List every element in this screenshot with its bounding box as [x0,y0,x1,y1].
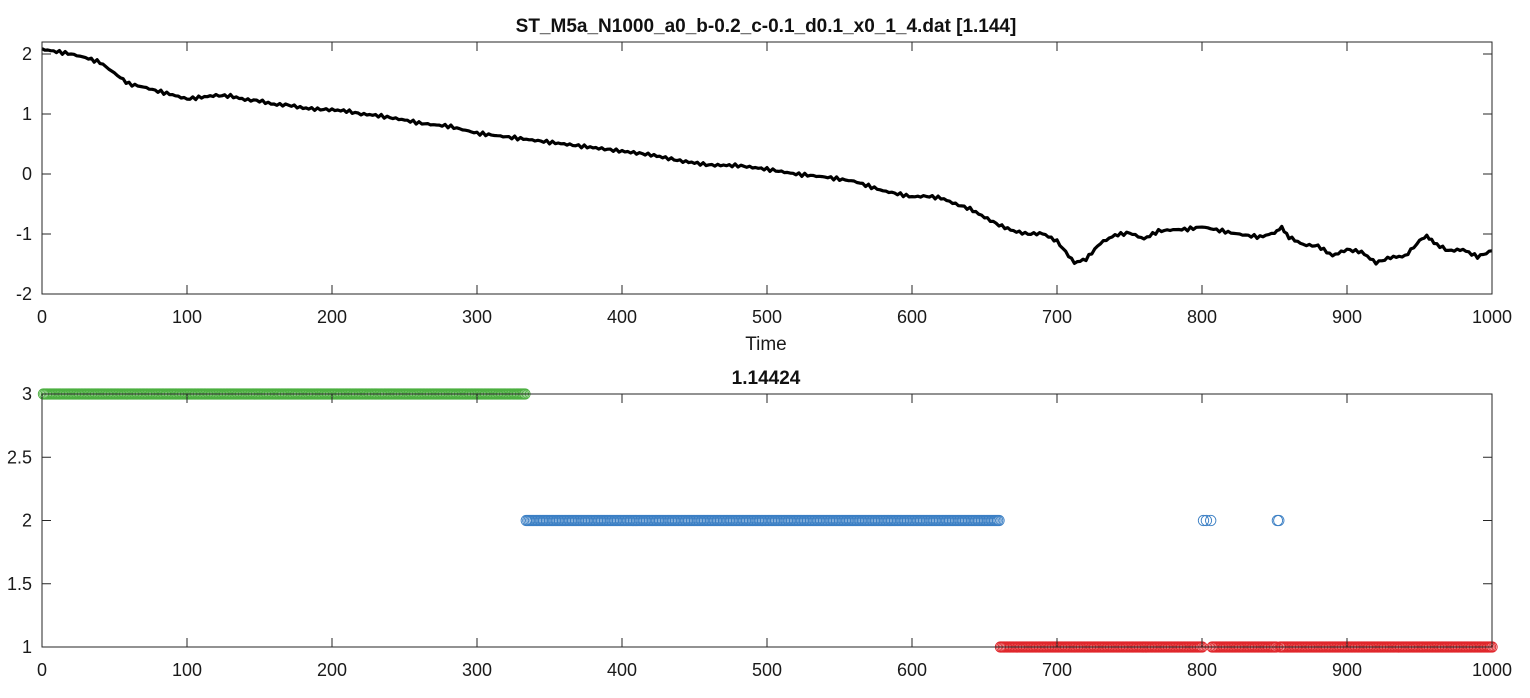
top-chart-title: ST_M5a_N1000_a0_b-0.2_c-0.1_d0.1_x0_1_4.… [516,16,1017,37]
top-x-tick-label: 600 [897,307,927,327]
bottom-x-ticks: 0 100 200 300 400 500 600 700 800 900 1000 [37,394,1512,680]
bottom-chart-title: 1.14424 [732,368,801,389]
bottom-x-tick-label: 400 [607,660,637,680]
state-scatter-axes: 1.14424 0 100 200 300 400 500 600 700 800 900 1000… [7,368,1512,680]
state-marker [1205,514,1217,527]
top-x-ticks: 0 100 200 300 400 500 600 700 800 900 1000 [37,42,1512,327]
bottom-x-tick-label: 700 [1042,660,1072,680]
bottom-x-tick-label: 100 [172,660,202,680]
top-x-tick-label: 900 [1332,307,1362,327]
bottom-y-tick-label: 2 [22,511,32,531]
top-x-tick-label: 0 [37,307,47,327]
state-marker [1197,514,1210,527]
state-marker [1200,514,1213,527]
bottom-x-tick-label: 200 [317,660,347,680]
top-y-tick-label: -2 [16,284,32,304]
state-marker [993,514,1005,527]
top-x-tick-label: 800 [1187,307,1217,327]
bottom-y-ticks: 1 1.5 2 2.5 3 [7,384,1492,657]
bottom-x-tick-label: 900 [1332,660,1362,680]
bottom-x-tick-label: 300 [462,660,492,680]
bottom-y-tick-label: 1.5 [7,574,32,594]
top-y-tick-label: 1 [22,104,32,124]
time-series-axes: ST_M5a_N1000_a0_b-0.2_c-0.1_d0.1_x0_1_4.… [16,16,1512,355]
top-y-tick-label: 0 [22,164,32,184]
bottom-y-tick-label: 3 [22,384,32,404]
top-plot-area [41,47,1493,266]
bottom-x-tick-label: 600 [897,660,927,680]
top-y-tick-label: -1 [16,224,32,244]
top-x-tick-label: 1000 [1472,307,1512,327]
top-x-tick-label: 400 [607,307,637,327]
bottom-plot-area [37,388,1498,653]
top-x-tick-label: 100 [172,307,202,327]
bottom-y-tick-label: 2.5 [7,447,32,467]
top-y-ticks: -2 -1 0 1 2 [16,44,1492,304]
top-x-tick-label: 700 [1042,307,1072,327]
state-marker [1273,514,1285,527]
series-line [41,47,1493,266]
bottom-x-tick-label: 1000 [1472,660,1512,680]
top-x-tick-label: 500 [752,307,782,327]
bottom-axes-box [41,393,1493,648]
bottom-x-tick-label: 800 [1187,660,1217,680]
bottom-y-tick-label: 1 [22,637,32,657]
bottom-x-tick-label: 500 [752,660,782,680]
top-y-tick-label: 2 [22,44,32,64]
top-x-tick-label: 300 [462,307,492,327]
top-x-tick-label: 200 [317,307,347,327]
bottom-x-tick-label: 0 [37,660,47,680]
top-x-axis-label: Time [745,334,787,355]
